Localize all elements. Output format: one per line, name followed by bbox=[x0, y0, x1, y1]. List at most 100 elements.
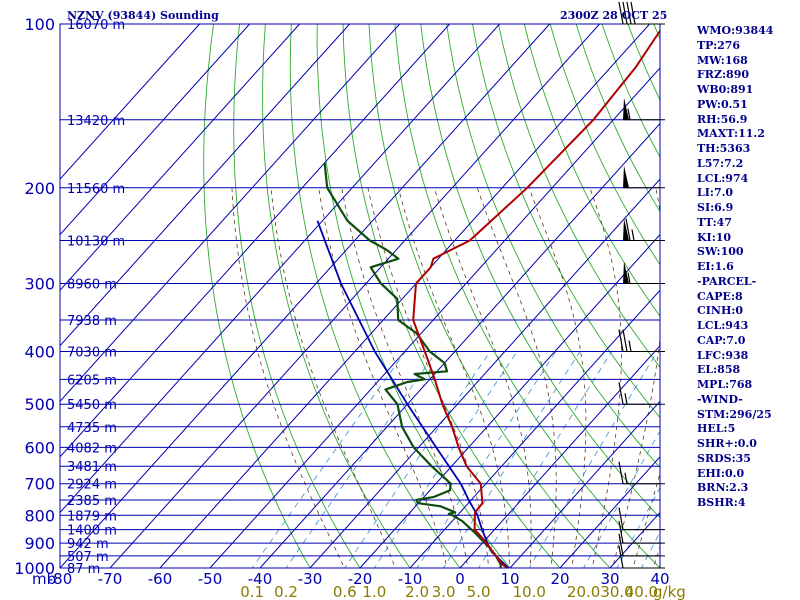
pressure-label: 100 bbox=[24, 15, 55, 34]
mixing-ratio-line bbox=[583, 430, 660, 568]
stat-line: LI:7.0 bbox=[697, 186, 734, 200]
barb-pennant bbox=[623, 165, 629, 188]
height-label: 4735 m bbox=[67, 421, 117, 436]
pressure-label: 400 bbox=[24, 343, 55, 362]
height-label: 1400 m bbox=[67, 524, 117, 539]
isotherm-line bbox=[309, 178, 660, 568]
moist-adiabat bbox=[612, 187, 660, 568]
mixing-ratio-label: 40.0 bbox=[625, 583, 658, 600]
moist-adiabat bbox=[528, 187, 587, 568]
wind-barb bbox=[618, 1, 665, 25]
mixing-ratio-label: 1.0 bbox=[362, 583, 386, 600]
pressure-label: 1000 bbox=[14, 559, 55, 578]
stat-line: CAPE:8 bbox=[697, 289, 743, 303]
isotherm-line bbox=[459, 345, 660, 568]
height-label: 10130 m bbox=[67, 234, 125, 249]
isotherm-line bbox=[60, 24, 350, 347]
barb-flag bbox=[618, 461, 624, 484]
stat-line: SI:6.9 bbox=[697, 201, 734, 214]
wind-barb bbox=[623, 261, 665, 285]
isotherm-line bbox=[60, 24, 400, 403]
stat-line: CINH:0 bbox=[697, 304, 744, 318]
stat-line: BSHR:4 bbox=[697, 496, 746, 509]
barb-flag bbox=[618, 521, 624, 544]
moist-adiabat bbox=[632, 471, 660, 568]
wind-barb bbox=[623, 165, 665, 189]
height-label: 2385 m bbox=[67, 494, 117, 509]
barb-flag bbox=[618, 382, 624, 405]
wind-barb bbox=[618, 507, 665, 531]
barb-pennant bbox=[623, 218, 629, 241]
stat-line: LCL:943 bbox=[697, 319, 749, 332]
moist-adiabat bbox=[589, 187, 622, 568]
temperature-trace bbox=[412, 29, 660, 568]
temperature-tick-label: -70 bbox=[98, 570, 123, 588]
height-label: 1879 m bbox=[67, 509, 117, 524]
isotherm-line bbox=[60, 24, 250, 236]
height-label: 507 m bbox=[67, 550, 109, 565]
isotherm-line bbox=[60, 24, 500, 514]
barb-half-flag bbox=[624, 393, 628, 405]
stat-line: SW:100 bbox=[697, 245, 744, 259]
chart-title: NZNV (93844) Sounding bbox=[67, 9, 219, 22]
temperature-tick-label: -30 bbox=[298, 570, 323, 588]
parcel-trace bbox=[316, 220, 510, 568]
isotherm-line bbox=[60, 24, 200, 180]
moist-adiabat bbox=[367, 187, 490, 568]
height-label: 11560 m bbox=[67, 182, 125, 197]
height-label: 6205 m bbox=[67, 373, 117, 388]
pressure-label: 900 bbox=[24, 534, 55, 553]
height-label: 13420 m bbox=[67, 114, 125, 129]
stat-line: EL:858 bbox=[697, 363, 741, 377]
dry-adiabat bbox=[446, 24, 660, 469]
stat-line: MAXT:11.2 bbox=[697, 127, 765, 141]
moist-adiabat bbox=[398, 187, 510, 568]
isotherm-line bbox=[60, 24, 550, 568]
stat-line: EI:1.6 bbox=[697, 260, 734, 273]
barb-flag bbox=[625, 218, 631, 241]
stat-line: KI:10 bbox=[697, 230, 732, 244]
dry-adiabat bbox=[549, 24, 660, 266]
wind-barb bbox=[618, 545, 665, 569]
stat-line: TT:47 bbox=[697, 215, 732, 229]
dewpoint-trace bbox=[323, 162, 502, 568]
barb-pennant bbox=[623, 261, 629, 284]
isotherm-line bbox=[60, 24, 300, 291]
wind-barb bbox=[618, 533, 665, 557]
isotherm-line bbox=[359, 233, 660, 568]
height-label: 4082 m bbox=[67, 441, 117, 456]
stat-line: TP:276 bbox=[697, 38, 741, 52]
pressure-label: 300 bbox=[24, 275, 55, 294]
dry-adiabat bbox=[497, 24, 660, 368]
moist-adiabat bbox=[341, 187, 469, 568]
stat-line: WMO:93844 bbox=[697, 24, 774, 37]
plot-area bbox=[60, 24, 660, 568]
dry-adiabat bbox=[316, 24, 511, 568]
mixing-ratio-line bbox=[528, 351, 658, 568]
stat-line: SRDS:35 bbox=[697, 451, 751, 465]
mixing-ratio-label: 20.0 bbox=[567, 583, 600, 600]
observation-time: 2300Z 28 OCT 25 bbox=[560, 9, 668, 22]
wind-barb bbox=[618, 521, 665, 544]
wind-barb bbox=[623, 218, 665, 241]
pressure-label: 500 bbox=[24, 395, 55, 414]
mixing-ratio-label: 5.0 bbox=[467, 583, 491, 600]
stat-line: -PARCEL- bbox=[697, 274, 757, 288]
dry-adiabat bbox=[289, 24, 461, 568]
stat-line: WB0:891 bbox=[697, 83, 754, 96]
pressure-label: 800 bbox=[24, 506, 55, 525]
dry-adiabat bbox=[342, 24, 561, 568]
mixing-ratio-label: 30.0 bbox=[600, 583, 633, 600]
barb-flag bbox=[622, 329, 628, 352]
temperature-tick-label: 40 bbox=[650, 570, 669, 588]
mixing-ratio-label: 0.1 bbox=[240, 583, 264, 600]
mixing-ratio-line bbox=[616, 486, 660, 568]
stat-line: LCL:974 bbox=[697, 171, 749, 185]
height-label: 8960 m bbox=[67, 278, 117, 293]
pressure-label: 700 bbox=[24, 475, 55, 494]
mixing-ratio-unit: g/kg bbox=[653, 583, 686, 600]
barb-half-flag bbox=[631, 229, 635, 241]
stat-line: MW:168 bbox=[697, 53, 748, 67]
height-label: 942 m bbox=[67, 537, 109, 552]
